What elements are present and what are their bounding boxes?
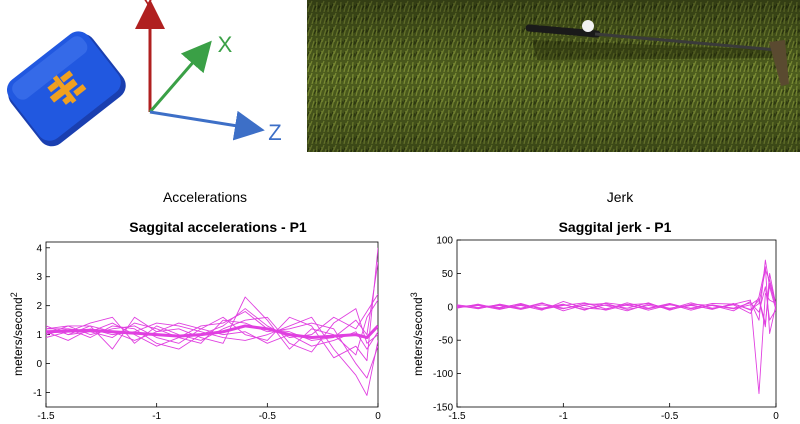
jerk-ytick-label: 50: [442, 269, 454, 280]
jerk-series-line-5: [457, 286, 776, 321]
acc-xtick-label: -1: [152, 411, 161, 419]
jerk-series-line-4: [457, 272, 776, 328]
acc-ytick-label: 1: [36, 330, 42, 341]
accelerations-chart: Accelerations Saggital accelerations - P…: [9, 189, 381, 422]
acc-series-line-4: [46, 308, 378, 353]
jerk-panel: Jerk Saggital jerk - P1 meters/second3 -…: [400, 180, 800, 422]
jerk-xtick-label: -1.5: [448, 411, 466, 419]
z-axis-label: Z: [268, 120, 281, 145]
chart-title-accelerations: Saggital accelerations - P1: [129, 219, 307, 235]
acc-mean-line: [46, 324, 378, 340]
acc-ytick-label: 0: [36, 359, 42, 370]
x-axis-arrow: [148, 40, 212, 113]
golf-putting-scene: [307, 0, 800, 152]
putter-shaft: [594, 32, 778, 52]
jerk-ytick-label: -150: [433, 403, 453, 414]
acc-series-line-3: [46, 247, 378, 362]
acc-series-line-8: [46, 319, 378, 379]
jerk-series-line-7: [457, 282, 776, 324]
acc-ytick-label: 2: [36, 301, 42, 312]
section-title-jerk: Jerk: [607, 189, 634, 205]
acc-ytick-label: 4: [36, 243, 42, 254]
jerk-series-line-2: [457, 266, 776, 334]
jerk-xtick-label: -1: [559, 411, 568, 419]
jerk-series-line-1: [457, 292, 776, 395]
acc-ytick-label: 3: [36, 272, 42, 283]
jerk-ytick-label: -100: [433, 369, 453, 380]
chart-title-jerk: Saggital jerk - P1: [559, 219, 672, 235]
ylabel-jerk: meters/second3: [409, 292, 425, 376]
imu-sensor-icon: [6, 31, 126, 147]
putter-grip: [525, 24, 601, 38]
acc-xtick-label: 0: [375, 411, 381, 419]
section-title-accelerations: Accelerations: [163, 189, 247, 205]
ylabel-accelerations: meters/second2: [9, 292, 25, 376]
z-axis-arrow: [149, 110, 265, 141]
jerk-series-line-3: [457, 259, 776, 321]
y-axis-label: Y: [141, 0, 154, 15]
golf-ball: [582, 20, 594, 32]
jerk-xtick-label: 0: [773, 411, 779, 419]
x-axis-label: X: [218, 32, 233, 57]
jerk-series-line-6: [457, 269, 776, 311]
acc-ytick-label: -1: [33, 388, 42, 399]
acc-series-line-1: [46, 262, 378, 347]
axes-diagram: Y X Z: [135, 0, 282, 145]
acc-xtick-label: -1.5: [37, 411, 55, 419]
jerk-ytick-label: 0: [447, 302, 453, 313]
acc-plot-frame: [45, 241, 379, 408]
sensor-logo: [47, 70, 87, 105]
acc-series-line-5: [46, 316, 378, 396]
sensor-highlight: [12, 36, 88, 100]
jerk-ytick-label: 100: [436, 236, 453, 247]
acc-xtick-label: -0.5: [259, 411, 277, 419]
jerk-plot-frame: [456, 239, 777, 408]
jerk-ytick-label: -50: [439, 336, 454, 347]
jerk-chart: Jerk Saggital jerk - P1 meters/second3 -…: [409, 189, 779, 422]
club-shadow: [532, 40, 782, 60]
acc-series-line-2: [46, 296, 378, 356]
accelerations-panel: Accelerations Saggital accelerations - P…: [0, 180, 400, 422]
putter-head: [769, 40, 789, 86]
jerk-xtick-label: -0.5: [661, 411, 679, 419]
